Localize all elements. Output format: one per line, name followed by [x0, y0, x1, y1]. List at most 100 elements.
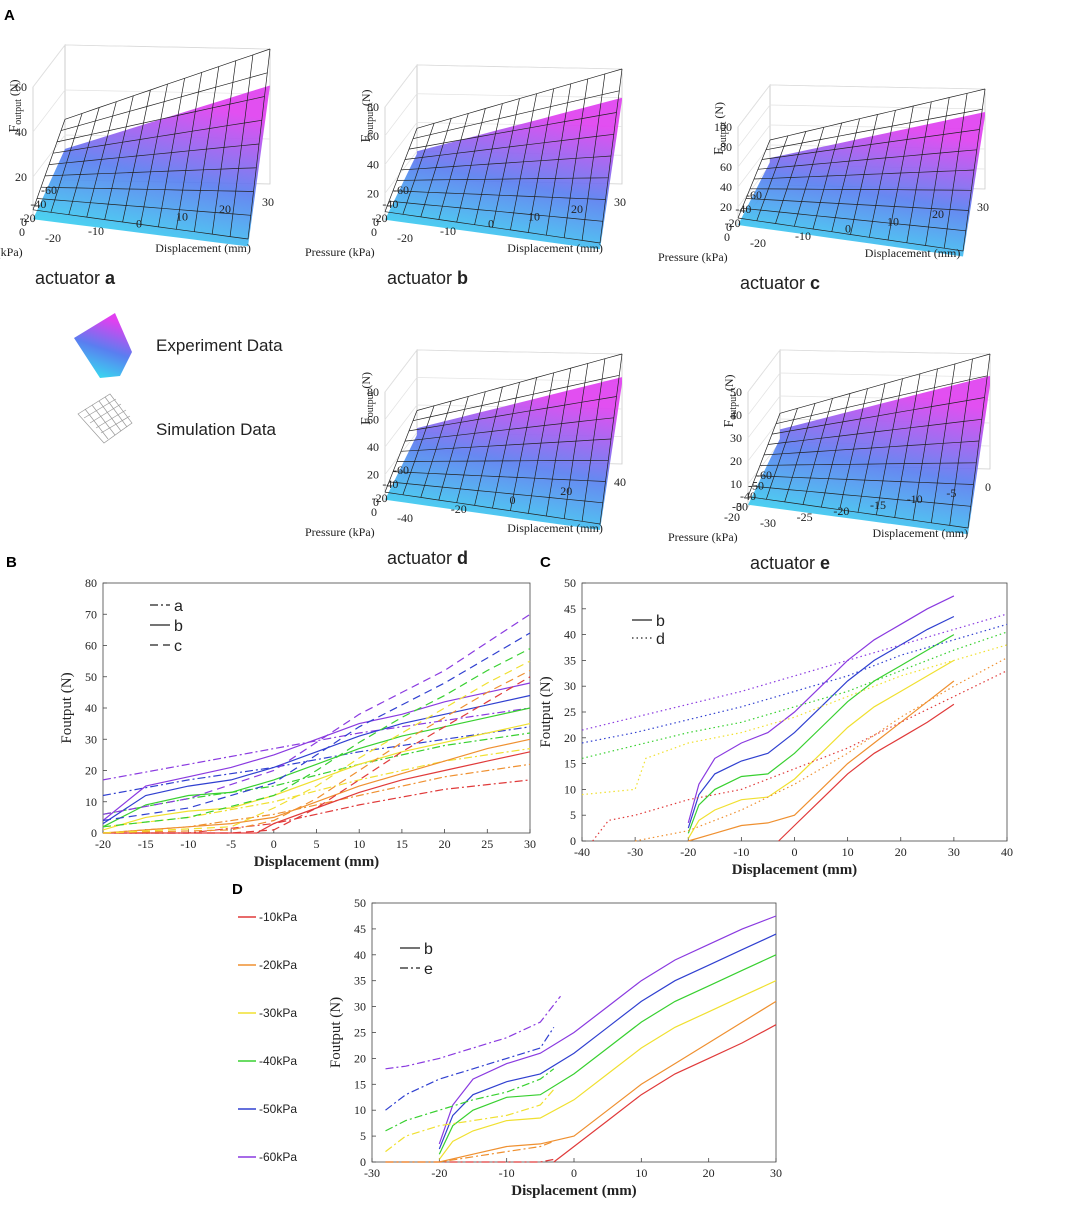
- grid-line: [769, 104, 986, 110]
- legend-label-b: b: [424, 941, 433, 958]
- simulation-wire: [868, 110, 896, 238]
- pressure-tick-label: -60: [756, 468, 772, 482]
- simulation-wire: [563, 363, 589, 519]
- actuator-caption: actuator c: [740, 273, 820, 293]
- pressure-tick-label: 0: [371, 505, 377, 519]
- pressure-legend-label--40kPa: -40kPa: [259, 1054, 297, 1068]
- grid-line: [747, 441, 781, 485]
- simulation-wire: [812, 122, 843, 230]
- pressure-tick-label: -20: [372, 491, 388, 505]
- pressure-tick-label: -20: [724, 510, 740, 524]
- z-axis-unit: (N): [722, 374, 736, 394]
- x-tick-label: 10: [635, 1166, 647, 1180]
- pressure-axis-label: Pressure (kPa): [658, 250, 728, 264]
- simulation-wire: [839, 388, 868, 510]
- series-line-b--40kPa: [687, 634, 955, 834]
- simulation-wire: [492, 382, 520, 509]
- simulation-wire: [527, 88, 555, 233]
- x-tick-label: 30: [948, 845, 960, 859]
- displacement-tick-label: 0: [510, 493, 516, 507]
- z-tick-label: 30: [730, 431, 742, 445]
- series-line-a--20kPa: [102, 763, 531, 834]
- x-tick-label: 0: [571, 1166, 577, 1180]
- displacement-axis-label: Displacement (mm): [507, 241, 603, 255]
- x-tick-label: -20: [95, 837, 111, 851]
- displacement-tick-label: -5: [946, 486, 956, 500]
- z-tick-label: 100: [714, 120, 732, 134]
- grid-line: [32, 89, 66, 133]
- legend-label-a: a: [174, 598, 183, 615]
- x-axis-label: Displacement (mm): [511, 1183, 636, 1199]
- x-tick-label: 0: [792, 845, 798, 859]
- series-line-e--60kPa: [385, 995, 561, 1070]
- series-line-d--50kPa: [581, 623, 1008, 744]
- x-tick-label: 15: [396, 837, 408, 851]
- pressure-axis-label: Pressure (kPa): [0, 245, 23, 259]
- simulation-wire: [857, 383, 886, 513]
- x-tick-label: -10: [180, 837, 196, 851]
- simulation-wire: [850, 114, 878, 235]
- y-tick-label: 20: [354, 1051, 366, 1065]
- surface-legend: Experiment Data Simulation Data: [74, 313, 283, 444]
- x-tick-label: 20: [703, 1166, 715, 1180]
- simulation-wire: [545, 83, 572, 236]
- simulation-wire: [50, 113, 83, 213]
- z-tick-label: 20: [15, 170, 27, 184]
- simulation-wire: [581, 73, 606, 241]
- z-tick-label: 60: [720, 160, 732, 174]
- pressure-tick-label: -40: [735, 202, 751, 216]
- series-line-b--20kPa: [439, 1000, 777, 1163]
- z-axis-subscript: output: [728, 394, 739, 420]
- simulation-wire: [887, 105, 914, 241]
- displacement-tick-label: 20: [560, 484, 572, 498]
- y-tick-label: 5: [570, 808, 576, 822]
- experiment-data-swatch: [74, 313, 132, 378]
- pressure-tick-label: -40: [382, 197, 398, 211]
- simulation-wire: [384, 128, 418, 212]
- y-tick-label: 25: [564, 705, 576, 719]
- simulation-wire: [510, 93, 537, 230]
- grid-line: [779, 349, 991, 355]
- y-tick-label: 30: [354, 1000, 366, 1014]
- grid-line: [384, 93, 418, 136]
- series-line-d--30kPa: [581, 644, 1008, 796]
- grid-line: [64, 44, 271, 50]
- simulation-wire: [456, 108, 486, 223]
- z-tick-label: 20: [720, 200, 732, 214]
- series-line-a--30kPa: [102, 748, 531, 828]
- x-tick-label: 40: [1001, 845, 1013, 859]
- z-axis-label: Foutput (N): [359, 89, 376, 142]
- pressure-tick-label: -50: [748, 479, 764, 493]
- line-chart-d: -30 -20 -10 0 10 20 30 0 5 10 15 20 25 30 35 40 45 50 Disp…: [328, 896, 782, 1199]
- panel-letter-c: C: [540, 554, 551, 571]
- simulation-wire: [930, 363, 956, 523]
- x-axis-label: Displacement (mm): [254, 854, 379, 870]
- grid-line: [747, 418, 781, 462]
- z-axis-subscript: output: [365, 391, 376, 417]
- pressure-tick-label: -20: [20, 211, 36, 225]
- y-tick-label: 80: [85, 576, 97, 590]
- x-tick-label: -20: [431, 1166, 447, 1180]
- simulation-wire: [962, 88, 986, 252]
- displacement-tick-label: -15: [870, 498, 886, 512]
- z-tick-label: 20: [367, 186, 379, 200]
- displacement-tick-label: -30: [760, 516, 776, 530]
- simulation-wire: [86, 101, 117, 218]
- y-tick-label: 25: [354, 1026, 366, 1040]
- y-tick-label: 10: [564, 782, 576, 796]
- displacement-axis-label: Displacement (mm): [155, 241, 251, 255]
- displacement-tick-label: -10: [440, 224, 456, 238]
- simulation-wire: [912, 368, 938, 521]
- simulation-wire: [925, 97, 950, 246]
- y-tick-label: 0: [360, 1155, 366, 1169]
- z-axis-unit: (N): [359, 89, 373, 109]
- x-tick-label: 20: [895, 845, 907, 859]
- grid-line: [747, 372, 781, 416]
- z-tick-label: 60: [367, 129, 379, 143]
- series-line-c--10kPa: [103, 676, 531, 834]
- y-tick-label: 30: [564, 679, 576, 693]
- series-line-b--40kPa: [438, 954, 777, 1155]
- grid-line: [384, 432, 418, 475]
- z-tick-label: 20: [730, 454, 742, 468]
